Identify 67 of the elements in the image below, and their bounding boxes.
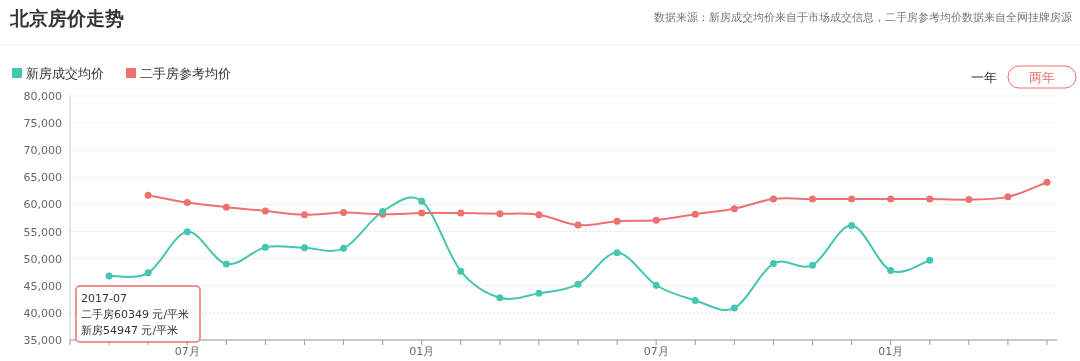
point: [457, 209, 465, 217]
point: [183, 228, 191, 236]
point: [574, 221, 582, 229]
x-tick-label: 07月: [643, 345, 669, 358]
point: [848, 195, 856, 203]
point: [144, 191, 152, 199]
chart-title: 北京房价走势: [9, 7, 124, 29]
text: 两年: [1029, 70, 1055, 85]
point: [340, 244, 348, 252]
point: [691, 210, 699, 218]
annotation: 新房54947 元/平米: [81, 324, 179, 337]
y-tick-label: 55,000: [23, 225, 62, 239]
point: [496, 210, 504, 218]
point: [535, 211, 543, 219]
point: [574, 280, 582, 288]
legend-label: 二手房参考均价: [140, 66, 231, 81]
point: [887, 267, 895, 275]
point: [261, 207, 269, 215]
point: [496, 294, 504, 302]
x-tick-label: 01月: [878, 345, 904, 358]
point: [613, 249, 621, 257]
y-tick-label: 70,000: [23, 144, 62, 158]
point: [848, 222, 856, 230]
point: [926, 256, 934, 264]
y-tick-label: 35,000: [23, 334, 62, 347]
point: [652, 216, 660, 224]
point: [926, 195, 934, 203]
point: [730, 304, 738, 312]
point: [1004, 193, 1012, 201]
x-tick-label: 01月: [409, 345, 435, 358]
y-tick-label: 60,000: [23, 198, 62, 212]
point: [222, 203, 230, 211]
y-tick-label: 45,000: [23, 279, 62, 293]
point: [300, 211, 308, 219]
point: [222, 260, 230, 268]
y-tick-label: 80,000: [23, 90, 62, 103]
point: [730, 205, 738, 213]
annotation: 2017-07: [81, 292, 127, 305]
point: [183, 199, 191, 207]
point: [809, 195, 817, 203]
point: [887, 195, 895, 203]
point: [144, 269, 152, 277]
point: [769, 260, 777, 268]
y-tick-label: 40,000: [23, 306, 62, 320]
point: [457, 267, 465, 275]
point: [105, 272, 113, 280]
legend-label: 新房成交均价: [26, 66, 104, 81]
annotation: 二手房60349 元/平米: [81, 308, 190, 321]
x-tick-label: 07月: [174, 345, 200, 358]
point: [613, 217, 621, 225]
point: [535, 289, 543, 297]
source-note: 数据来源：新房成交均价来自于市场成交信息，二手房参考均价数据来自全网挂牌房源: [654, 11, 1072, 24]
point: [691, 296, 699, 304]
point: [1043, 178, 1051, 186]
point: [340, 209, 348, 217]
y-tick-label: 50,000: [23, 252, 62, 266]
point: [418, 209, 426, 217]
y-tick-label: 65,000: [23, 171, 62, 185]
text: 一年: [971, 70, 997, 85]
point: [300, 244, 308, 252]
point: [261, 243, 269, 251]
y-tick-label: 75,000: [23, 117, 62, 131]
point: [965, 196, 973, 204]
point: [809, 261, 817, 269]
point: [652, 281, 660, 289]
point: [418, 197, 426, 205]
point: [769, 195, 777, 203]
